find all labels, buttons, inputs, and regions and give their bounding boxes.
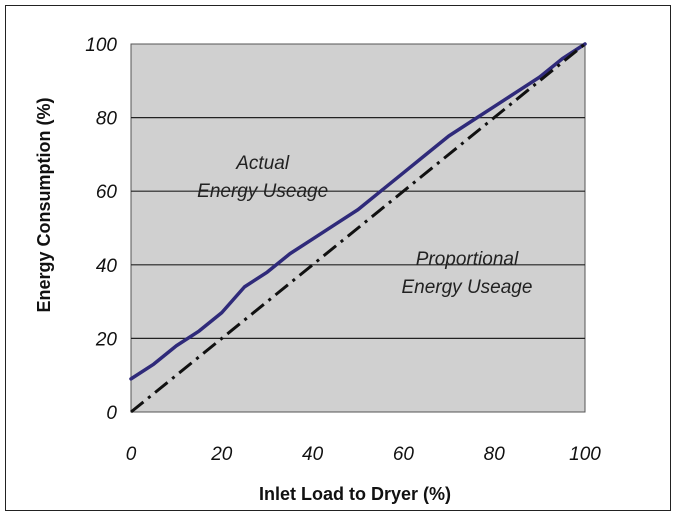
actual-energy-line [129,42,587,381]
y-tick-label: 0 [106,403,117,424]
annotation-label: Proportional Energy Useage [401,249,532,298]
y-tick-label: 80 [96,109,118,130]
annotation-label: Actual Energy Useage [197,153,328,202]
y-tick-labels: 0 20 40 60 80 100 [85,35,117,424]
y-tick-label: 20 [95,329,118,350]
grid-lines [131,116,585,339]
proportional-energy-line [130,42,586,414]
y-tick-label: 40 [96,256,118,277]
x-tick-labels: 0 20 40 60 80 100 [126,444,602,465]
annotation-line: Actual [235,153,290,174]
y-tick-label: 60 [96,182,118,203]
y-axis-title: Energy Consumption (%) [34,97,54,312]
x-tick-label: 100 [569,444,601,465]
annotation-line: Energy Useage [401,277,532,298]
series-layer [129,42,587,414]
x-tick-label: 20 [210,444,233,465]
annotation-line: Energy Useage [197,181,328,202]
y-tick-label: 100 [85,35,117,56]
x-tick-label: 0 [126,444,137,465]
annotations: Actual Energy Useage Proportional Energy Us… [197,153,532,298]
x-axis-title: Inlet Load to Dryer (%) [259,484,451,504]
x-tick-label: 40 [302,444,324,465]
x-tick-label: 60 [393,444,415,465]
annotation-line: Proportional [416,249,519,270]
x-tick-label: 80 [484,444,506,465]
